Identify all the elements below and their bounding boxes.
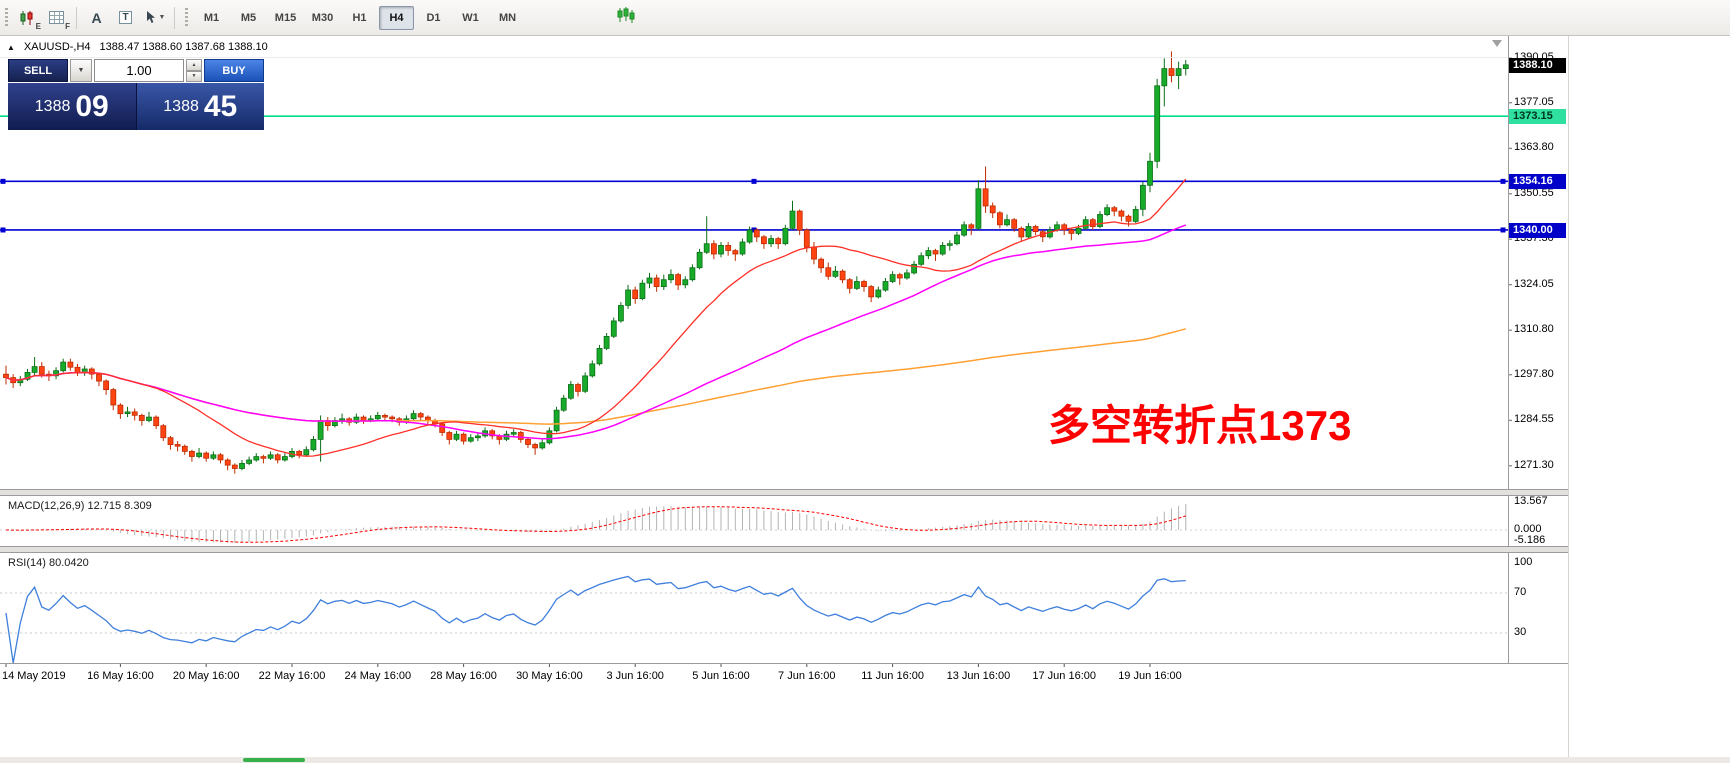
time-axis-label: 20 May 16:00 bbox=[172, 670, 240, 682]
timeframe-button-m30[interactable]: M30 bbox=[311, 11, 334, 24]
stepper-down-icon[interactable]: ▼ bbox=[186, 70, 202, 82]
chart-shift-marker[interactable] bbox=[1492, 40, 1502, 47]
text-label-tool-icon[interactable]: T bbox=[112, 5, 139, 30]
macd-tick-label: 13.567 bbox=[1514, 494, 1548, 507]
sell-button[interactable]: SELL bbox=[8, 59, 68, 82]
candles-layer bbox=[3, 51, 1189, 474]
buy-button[interactable]: BUY bbox=[204, 59, 264, 82]
panel-separator[interactable] bbox=[0, 546, 1568, 553]
collapse-panel-icon[interactable]: ▲ bbox=[7, 42, 15, 52]
time-axis-label: 11 Jun 16:00 bbox=[861, 670, 924, 682]
time-axis-label: 3 Jun 16:00 bbox=[606, 670, 664, 682]
price-scale-border bbox=[1508, 36, 1509, 663]
time-axis-label: 28 May 16:00 bbox=[430, 670, 497, 682]
panel-separator[interactable] bbox=[0, 489, 1568, 496]
time-axis-label: 13 Jun 16:00 bbox=[946, 670, 1011, 682]
toolbar-drag-handle[interactable] bbox=[5, 7, 8, 28]
symbol-title: XAUUSD-,H4 bbox=[23, 41, 91, 53]
window-right-border bbox=[1568, 36, 1569, 757]
ask-price-big: 45 bbox=[203, 89, 238, 123]
ask-price-small: 1388 bbox=[163, 97, 199, 115]
cursor-tool-icon[interactable]: ▼ bbox=[141, 5, 168, 30]
ma-line-mid bbox=[5, 224, 1187, 440]
mini-candles-icon[interactable] bbox=[616, 6, 636, 29]
ask-price-display[interactable]: 1388 45 bbox=[135, 83, 264, 130]
time-axis-label: 5 Jun 16:00 bbox=[692, 670, 750, 682]
ma-line-fast bbox=[5, 178, 1187, 457]
grid-icon[interactable]: F bbox=[43, 5, 70, 31]
candlestick-chart-icon[interactable]: E bbox=[14, 5, 41, 31]
toolbar-separator bbox=[76, 6, 77, 29]
volume-dropdown-button[interactable]: ▼ bbox=[70, 59, 92, 82]
macd-label: MACD(12,26,9) 12.715 8.309 bbox=[8, 500, 152, 512]
price-tick-label: 1284.55 bbox=[1514, 413, 1554, 426]
ma-line-slow bbox=[5, 328, 1187, 425]
timeframe-button-m1[interactable]: M1 bbox=[203, 11, 220, 24]
price-axis[interactable]: 1390.051377.051363.801350.551337.301324.… bbox=[1508, 36, 1570, 687]
timeframe-button-h4[interactable]: H4 bbox=[379, 5, 414, 30]
chevron-down-icon: ▼ bbox=[77, 67, 85, 74]
time-axis[interactable]: 14 May 2019 16 May 16:00 20 May 16:00 22 Ma… bbox=[0, 663, 1568, 687]
timeframe-button-m15[interactable]: M15 bbox=[274, 11, 297, 24]
time-axis-label: 7 Jun 16:00 bbox=[778, 670, 836, 682]
volume-input[interactable] bbox=[94, 59, 184, 82]
price-tick-label: 1310.80 bbox=[1514, 323, 1554, 336]
current-price-badge: 1388.10 bbox=[1509, 57, 1566, 73]
timeframe-button-h1[interactable]: H1 bbox=[352, 11, 367, 24]
price-tick-label: 1324.05 bbox=[1514, 277, 1554, 290]
time-axis-label: 14 May 2019 bbox=[2, 670, 66, 682]
time-axis-label: 30 May 16:00 bbox=[516, 670, 583, 682]
symbol-ohlc: 1388.47 1388.60 1387.68 1388.10 bbox=[99, 41, 268, 53]
time-axis-label: 17 Jun 16:00 bbox=[1032, 670, 1096, 682]
symbol-info-bar: ▲ XAUUSD-,H4 1388.47 1388.60 1387.68 138… bbox=[7, 41, 268, 53]
macd-tick-label: 0.000 bbox=[1514, 523, 1542, 535]
price-tick-label: 1271.30 bbox=[1514, 458, 1554, 471]
toolbar-separator bbox=[174, 6, 175, 29]
macd-signal-line bbox=[5, 506, 1186, 543]
chart-top-rule bbox=[0, 57, 1508, 58]
volume-stepper: ▲ ▼ bbox=[186, 59, 202, 82]
rsi-line bbox=[5, 575, 1186, 664]
taskbar-green-segment bbox=[243, 758, 305, 762]
time-axis-label: 16 May 16:00 bbox=[87, 670, 154, 682]
stepper-up-icon[interactable]: ▲ bbox=[186, 59, 202, 71]
time-axis-label: 24 May 16:00 bbox=[344, 670, 412, 682]
rsi-tick-label: 30 bbox=[1514, 626, 1527, 638]
chart-annotation: 多空转折点1373 bbox=[1048, 402, 1352, 449]
time-axis-label: 19 Jun 16:00 bbox=[1118, 670, 1182, 682]
macd-tick-label: -5.186 bbox=[1514, 533, 1546, 546]
rsi-tick-label: 100 bbox=[1514, 556, 1533, 568]
rsi-tick-label: 70 bbox=[1514, 586, 1527, 598]
bottom-strip bbox=[0, 757, 1730, 763]
toolbar: E F A T ▼ M1 M5 M15 M30 H1 H4 D1 W1 MN bbox=[0, 0, 1730, 36]
bid-price-small: 1388 bbox=[34, 97, 71, 115]
level-price-badge: 1340.00 bbox=[1509, 222, 1566, 238]
macd-histogram bbox=[12, 504, 1187, 543]
chevron-down-icon: ▼ bbox=[158, 14, 166, 21]
price-tick-label: 1377.05 bbox=[1514, 95, 1554, 108]
one-click-trading-panel: SELL ▼ ▲ ▼ BUY 1388 09 1388 45 bbox=[8, 59, 264, 130]
timeframe-button-w1[interactable]: W1 bbox=[462, 11, 479, 24]
level-price-badge: 1354.16 bbox=[1509, 174, 1566, 190]
toolbar-drag-handle[interactable] bbox=[185, 7, 188, 28]
price-tick-label: 1350.55 bbox=[1514, 186, 1554, 199]
timeframe-button-mn[interactable]: MN bbox=[498, 11, 517, 24]
level-price-badge: 1373.15 bbox=[1509, 109, 1566, 125]
time-axis-label: 22 May 16:00 bbox=[258, 670, 326, 682]
timeframe-button-d1[interactable]: D1 bbox=[426, 11, 441, 24]
price-tick-label: 1363.80 bbox=[1514, 141, 1554, 154]
price-tick-label: 1297.80 bbox=[1514, 367, 1554, 380]
bid-price-display[interactable]: 1388 09 bbox=[8, 83, 136, 130]
timeframe-button-m5[interactable]: M5 bbox=[240, 11, 257, 24]
text-tool-icon[interactable]: A bbox=[91, 9, 102, 26]
rsi-label: RSI(14) 80.0420 bbox=[8, 557, 89, 569]
bid-price-big: 09 bbox=[75, 89, 109, 123]
